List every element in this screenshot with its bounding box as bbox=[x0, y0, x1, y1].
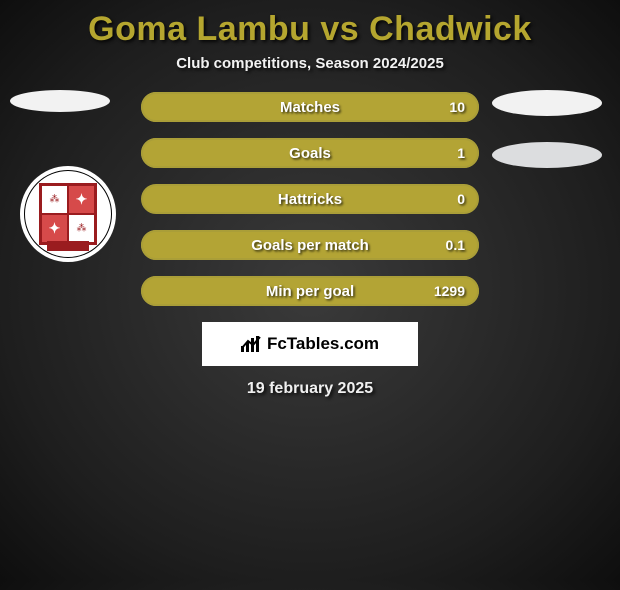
stat-bar: Goals per match 0.1 bbox=[141, 230, 479, 260]
stat-value-right: 0.1 bbox=[446, 237, 465, 253]
stat-value-right: 10 bbox=[449, 99, 465, 115]
brand-text: FcTables.com bbox=[267, 334, 379, 354]
stat-label: Min per goal bbox=[266, 283, 354, 300]
player1-club-crest: ⁂ ✦ ✦ ⁂ bbox=[20, 166, 116, 262]
player1-name: Goma Lambu bbox=[88, 10, 310, 48]
badges-row: ⁂ ✦ ✦ ⁂ Matches 10 Goals 1 Hattricks 0 Goals p… bbox=[0, 92, 620, 306]
subtitle: Club competitions, Season 2024/2025 bbox=[0, 55, 620, 72]
stat-label: Matches bbox=[280, 99, 340, 116]
stat-bar: Matches 10 bbox=[141, 92, 479, 122]
stat-label: Goals bbox=[289, 145, 331, 162]
date-text: 19 february 2025 bbox=[0, 380, 620, 398]
stat-label: Hattricks bbox=[278, 191, 342, 208]
stats-container: Matches 10 Goals 1 Hattricks 0 Goals per match… bbox=[141, 92, 479, 306]
player2-name: Chadwick bbox=[369, 10, 532, 48]
stat-value-right: 1 bbox=[457, 145, 465, 161]
page-title: Goma Lambu vs Chadwick bbox=[0, 10, 620, 49]
player2-team-badge-1 bbox=[492, 90, 602, 116]
stat-bar: Min per goal 1299 bbox=[141, 276, 479, 306]
chart-icon bbox=[241, 336, 261, 352]
player2-team-badge-2 bbox=[492, 142, 602, 168]
stat-value-right: 0 bbox=[457, 191, 465, 207]
stat-bar: Hattricks 0 bbox=[141, 184, 479, 214]
brand-logo[interactable]: FcTables.com bbox=[202, 322, 418, 366]
player1-team-badge bbox=[10, 90, 110, 112]
stat-bar: Goals 1 bbox=[141, 138, 479, 168]
stat-value-right: 1299 bbox=[434, 283, 465, 299]
vs-text: vs bbox=[320, 10, 359, 48]
stat-label: Goals per match bbox=[251, 237, 369, 254]
